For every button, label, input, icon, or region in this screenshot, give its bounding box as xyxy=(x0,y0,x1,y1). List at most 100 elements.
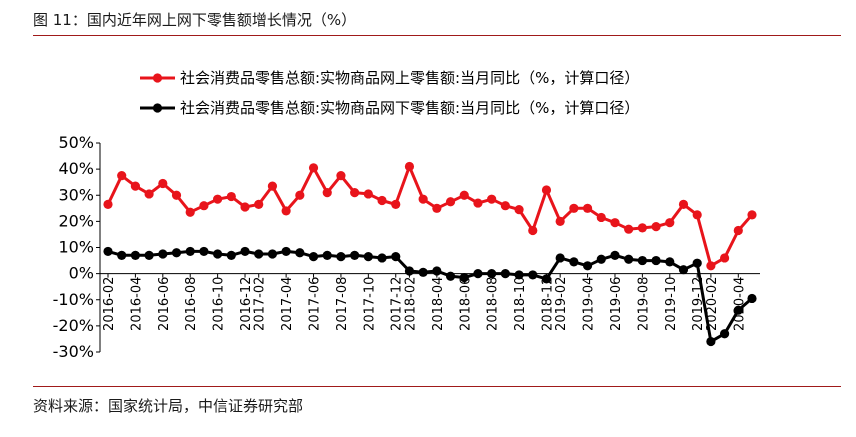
x-tick-label: 2019-10 xyxy=(664,277,679,331)
x-tick-label: 2018-06 xyxy=(458,277,473,331)
data-point xyxy=(541,185,552,195)
data-point xyxy=(624,254,634,264)
data-point xyxy=(651,255,661,266)
data-point xyxy=(569,203,579,213)
data-point xyxy=(747,293,757,304)
y-tick-label: 30% xyxy=(58,185,94,204)
title-rule xyxy=(33,35,841,36)
data-point xyxy=(555,216,565,226)
source-rule xyxy=(33,386,841,387)
x-tick-label: 2017-12 xyxy=(390,277,405,331)
data-point xyxy=(459,272,469,283)
data-point xyxy=(363,252,373,262)
data-point xyxy=(158,249,168,259)
data-point xyxy=(117,250,127,260)
data-point xyxy=(418,194,428,204)
data-point xyxy=(336,171,346,181)
data-point xyxy=(487,194,497,204)
data-point xyxy=(117,171,127,181)
data-point xyxy=(541,274,552,284)
y-tick-label: 50% xyxy=(58,133,94,152)
data-point xyxy=(103,246,113,257)
data-point xyxy=(213,249,223,259)
y-tick-label: -10% xyxy=(53,290,94,309)
legend-label: 社会消费品零售总额:实物商品网上零售额:当月同比（%，计算口径） xyxy=(180,69,639,87)
data-point xyxy=(185,207,195,217)
x-tick-label: 2017-06 xyxy=(308,277,323,331)
x-tick-label: 2016-10 xyxy=(212,277,227,331)
data-point xyxy=(624,224,634,234)
data-point xyxy=(719,329,730,339)
data-point xyxy=(665,257,675,267)
data-point xyxy=(226,191,236,202)
x-tick-label: 2020-02 xyxy=(705,277,720,331)
data-point xyxy=(295,248,305,258)
x-tick-label: 2017-04 xyxy=(280,277,295,331)
data-point xyxy=(350,188,360,198)
data-point xyxy=(171,248,182,258)
data-point xyxy=(199,246,209,257)
legend-item: 社会消费品零售总额:实物商品网上零售额:当月同比（%，计算口径） xyxy=(140,69,639,87)
data-point xyxy=(130,181,141,191)
data-point xyxy=(678,199,689,209)
data-point xyxy=(582,261,593,271)
x-axis-ticks: 2016-02 2016-04 2016-06 2016-08 2016-10 2016-… xyxy=(102,277,747,331)
figure-title: 图 11：国内近年网上网下零售额增长情况（%） xyxy=(33,11,357,29)
x-tick-label: 2016-02 xyxy=(102,277,117,331)
y-tick-label: 20% xyxy=(58,211,94,230)
data-point xyxy=(445,271,456,281)
data-point xyxy=(322,188,332,198)
x-tick-label: 2018-04 xyxy=(431,277,446,331)
data-point xyxy=(350,250,360,260)
y-tick-label: 0% xyxy=(69,264,94,283)
legend-item: 社会消费品零售总额:实物商品网下零售额:当月同比（%，计算口径） xyxy=(140,99,639,117)
data-point xyxy=(295,190,305,200)
data-point xyxy=(500,269,510,279)
data-point xyxy=(404,266,415,276)
x-tick-label: 2018-02 xyxy=(403,277,418,331)
data-point xyxy=(528,270,538,280)
x-tick-label: 2016-06 xyxy=(157,277,172,331)
data-point xyxy=(363,189,373,199)
data-point xyxy=(747,210,757,220)
y-tick-label: 10% xyxy=(58,238,94,257)
data-point xyxy=(213,194,223,204)
data-point xyxy=(692,258,702,268)
data-point xyxy=(610,218,620,228)
data-point xyxy=(281,246,291,257)
y-axis-ticks: -30% -20% -10% 0% 10% 20% 30% 40% 50% xyxy=(53,133,94,361)
data-point xyxy=(144,189,154,199)
data-point xyxy=(130,250,141,260)
data-point xyxy=(459,190,469,200)
data-point xyxy=(432,203,442,213)
source-note: 资料来源：国家统计局，中信证券研究部 xyxy=(33,397,304,415)
data-point xyxy=(719,253,730,263)
data-point xyxy=(418,267,428,277)
data-point xyxy=(665,218,675,228)
data-point xyxy=(733,225,743,236)
data-point xyxy=(514,270,524,280)
data-point xyxy=(267,249,278,259)
data-point xyxy=(336,252,346,262)
data-point xyxy=(569,257,579,267)
x-tick-label: 2016-04 xyxy=(129,277,144,331)
data-point xyxy=(281,206,291,216)
data-point xyxy=(240,246,250,257)
data-point xyxy=(240,202,250,212)
data-point xyxy=(514,205,524,215)
data-point xyxy=(678,265,689,275)
data-point xyxy=(308,163,319,173)
data-point xyxy=(185,246,195,257)
x-tick-label: 2016-12 xyxy=(239,277,254,331)
data-point xyxy=(555,253,565,263)
data-point xyxy=(103,199,113,209)
data-point xyxy=(226,250,236,260)
data-point xyxy=(254,249,264,259)
data-point xyxy=(733,305,743,315)
chart-axes xyxy=(96,142,760,353)
data-point xyxy=(692,210,702,220)
data-point xyxy=(171,190,182,200)
data-point xyxy=(596,212,606,223)
